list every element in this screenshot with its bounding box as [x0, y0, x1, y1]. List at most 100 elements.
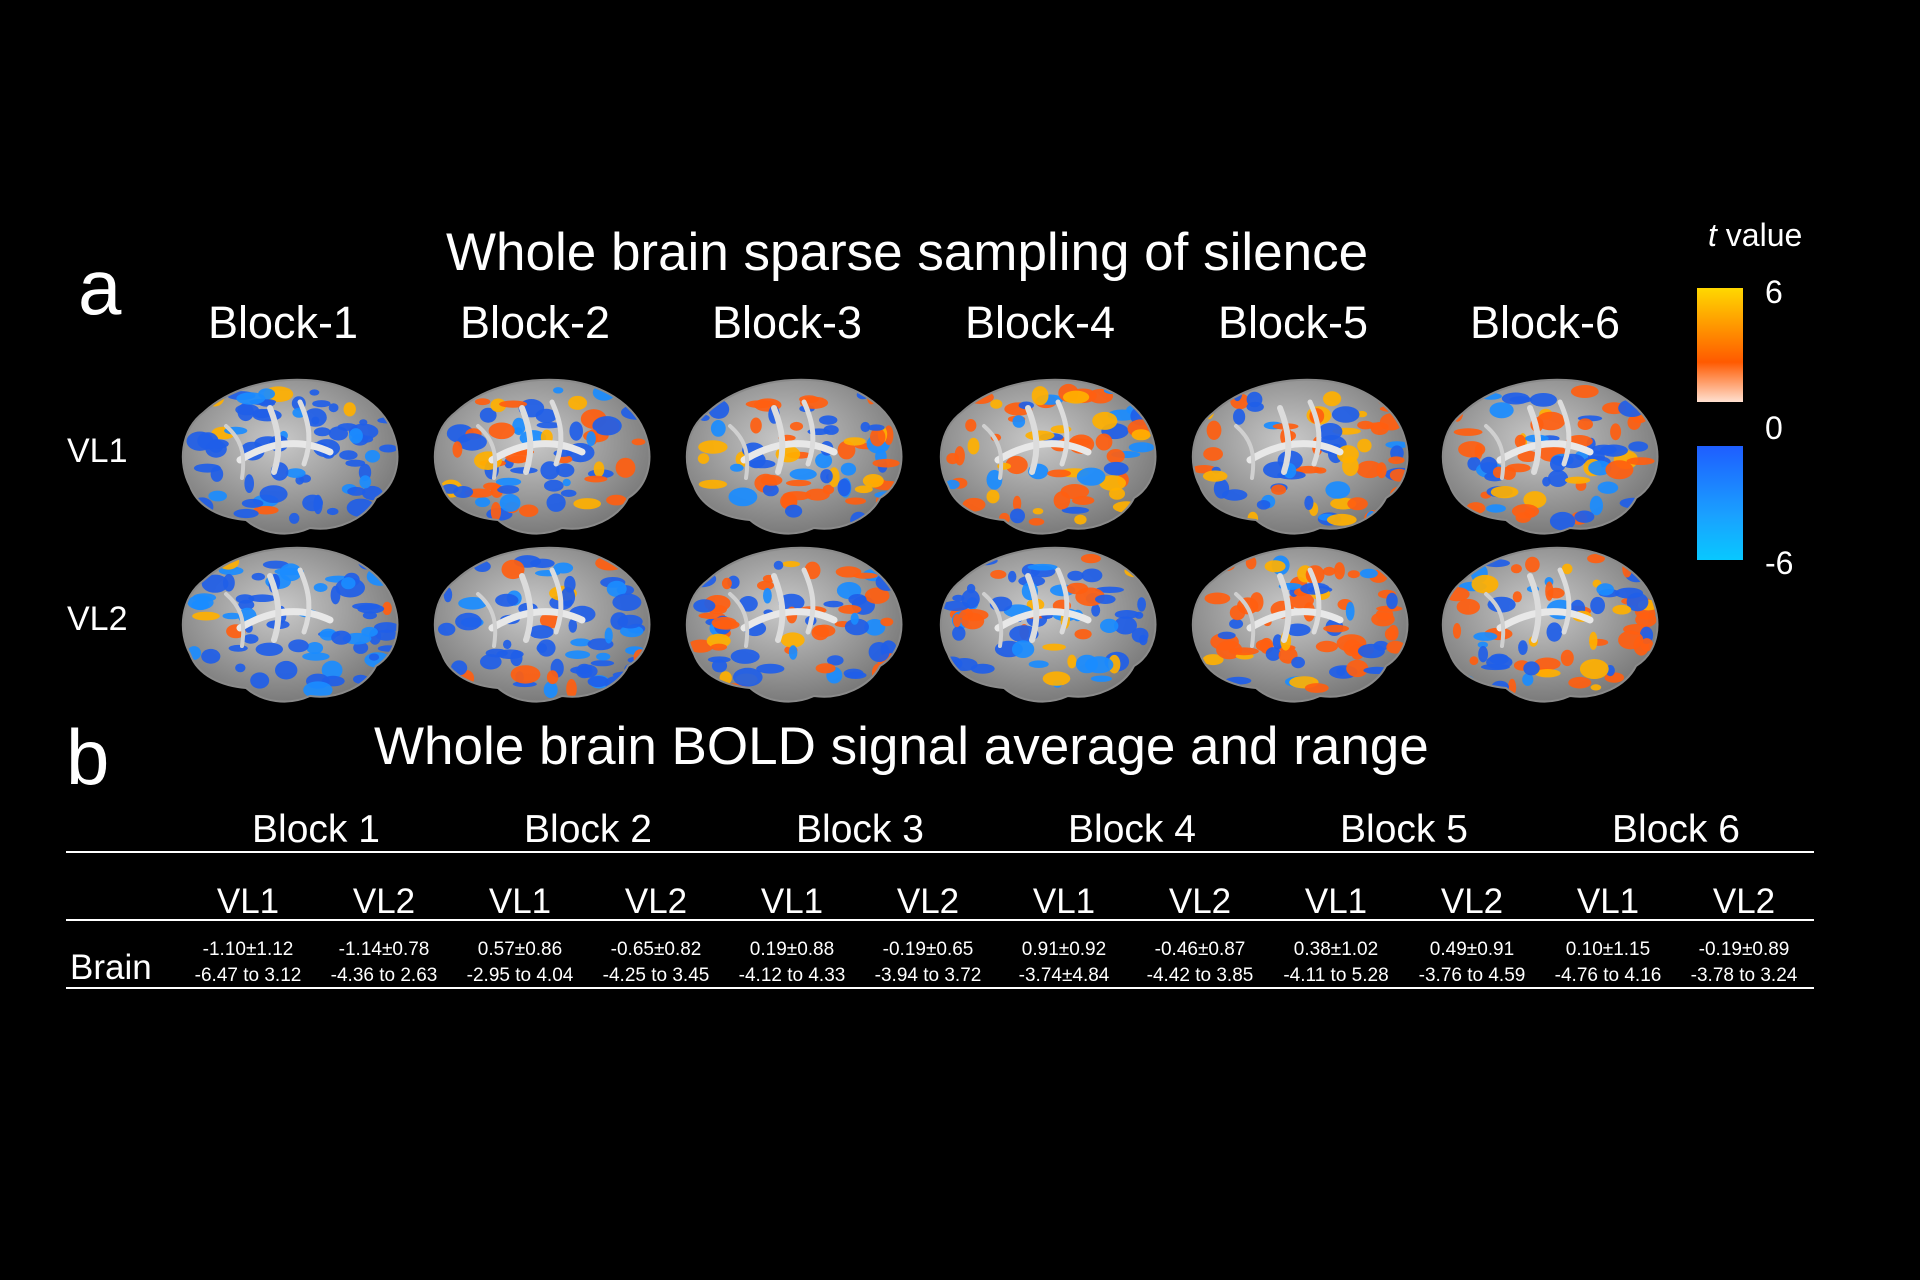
table-subheader-vl1-7: VL1 — [1032, 882, 1096, 921]
cell-range: -3.94 to 3.72 — [874, 965, 982, 986]
cell-mean: 0.19±0.88 — [749, 939, 835, 960]
table-subheader-vl2-6: VL2 — [896, 882, 960, 921]
brain-surface-icon — [433, 546, 651, 703]
brain-surface-icon — [939, 546, 1157, 703]
brain-surface-icon — [1441, 546, 1659, 703]
block-label-5: Block-5 — [1217, 297, 1369, 348]
table-subheader-vl1-1: VL1 — [216, 882, 280, 921]
brain-map-vl1-block-4 — [928, 368, 1160, 538]
table-cell: 0.38±1.02 -4.11 to 5.28 — [1268, 937, 1404, 989]
block-label-2: Block-2 — [459, 297, 611, 348]
brain-surface-icon — [433, 378, 651, 535]
cell-mean: -0.19±0.89 — [1698, 939, 1790, 960]
cell-range: -4.42 to 3.85 — [1146, 965, 1254, 986]
table-rule-top — [66, 851, 1814, 853]
cell-mean: 0.57±0.86 — [477, 939, 563, 960]
brain-map-vl2-block-1 — [170, 536, 402, 706]
brain-surface-icon — [1441, 378, 1659, 535]
block-label-4: Block-4 — [964, 297, 1116, 348]
block-label-6: Block-6 — [1469, 297, 1621, 348]
cell-range: -2.95 to 4.04 — [466, 965, 574, 986]
brain-map-vl1-block-3 — [674, 368, 906, 538]
table-cell: -1.14±0.78 -4.36 to 2.63 — [316, 937, 452, 989]
cell-range: -4.76 to 4.16 — [1554, 965, 1662, 986]
table-subheader-vl1-3: VL1 — [488, 882, 552, 921]
cell-range: -4.12 to 4.33 — [738, 965, 846, 986]
cell-mean: -1.10±1.12 — [202, 939, 294, 960]
colorbar-positive-scale — [1697, 288, 1743, 402]
brain-surface-icon — [939, 378, 1157, 535]
panel-a-title: Whole brain sparse sampling of silence — [446, 223, 1369, 282]
table-cell: 0.10±1.15 -4.76 to 4.16 — [1540, 937, 1676, 989]
table-subheader-vl2-8: VL2 — [1168, 882, 1232, 921]
row-label-vl2: VL2 — [67, 600, 128, 638]
block-label-3: Block-3 — [711, 297, 863, 348]
table-subheader-vl1-5: VL1 — [760, 882, 824, 921]
table-rule-bottom — [66, 987, 1814, 989]
cell-mean: 0.91±0.92 — [1021, 939, 1107, 960]
table-cell: -0.19±0.65 -3.94 to 3.72 — [860, 937, 996, 989]
cell-mean: 0.10±1.15 — [1565, 939, 1651, 960]
panel-letter-b: b — [66, 713, 110, 801]
cell-mean: 0.38±1.02 — [1293, 939, 1379, 960]
colorbar-negative-scale — [1697, 446, 1743, 560]
table-cell: 0.91±0.92 -3.74±4.84 — [996, 937, 1132, 989]
panel-letter-a: a — [78, 243, 122, 331]
table-subheader-vl2-4: VL2 — [624, 882, 688, 921]
brain-map-vl1-block-6 — [1430, 368, 1662, 538]
row-label-vl1: VL1 — [67, 432, 128, 470]
cell-mean: -0.46±0.87 — [1154, 939, 1246, 960]
table-block-header-1: Block 1 — [252, 808, 380, 851]
cell-mean: -0.65±0.82 — [610, 939, 702, 960]
brain-map-vl2-block-6 — [1430, 536, 1662, 706]
brain-map-vl1-block-1 — [170, 368, 402, 538]
table-rule-middle — [66, 919, 1814, 921]
brain-map-vl1-block-5 — [1180, 368, 1412, 538]
cell-range: -3.74±4.84 — [1018, 965, 1110, 986]
brain-map-vl2-block-2 — [422, 536, 654, 706]
table-block-header-2: Block 2 — [524, 808, 652, 851]
cell-range: -6.47 to 3.12 — [194, 965, 302, 986]
cell-mean: 0.49±0.91 — [1429, 939, 1515, 960]
table-cell: 0.49±0.91 -3.76 to 4.59 — [1404, 937, 1540, 989]
table-block-header-6: Block 6 — [1612, 808, 1740, 851]
brain-map-vl1-block-2 — [422, 368, 654, 538]
brain-surface-icon — [181, 546, 399, 703]
table-block-header-3: Block 3 — [796, 808, 924, 851]
table-cell: 0.19±0.88 -4.12 to 4.33 — [724, 937, 860, 989]
colorbar-title: t value — [1708, 217, 1803, 253]
table-block-header-4: Block 4 — [1068, 808, 1196, 851]
table-cell: -0.65±0.82 -4.25 to 3.45 — [588, 937, 724, 989]
cell-range: -3.76 to 4.59 — [1418, 965, 1526, 986]
cell-range: -4.36 to 2.63 — [330, 965, 438, 986]
table-cell: 0.57±0.86 -2.95 to 4.04 — [452, 937, 588, 989]
brain-map-vl2-block-4 — [928, 536, 1160, 706]
table-subheader-vl2-10: VL2 — [1440, 882, 1504, 921]
cell-mean: -1.14±0.78 — [338, 939, 430, 960]
table-subheader-vl1-9: VL1 — [1304, 882, 1368, 921]
table-row-label-brain: Brain — [70, 948, 152, 987]
brain-map-vl2-block-5 — [1180, 536, 1412, 706]
table-subheader-vl2-12: VL2 — [1712, 882, 1776, 921]
brain-surface-icon — [685, 378, 903, 535]
colorbar-tick-6: 6 — [1765, 274, 1783, 310]
table-subheader-vl1-11: VL1 — [1576, 882, 1640, 921]
brain-surface-icon — [1191, 378, 1409, 535]
brain-map-vl2-block-3 — [674, 536, 906, 706]
cell-range: -4.11 to 5.28 — [1283, 965, 1389, 986]
panel-b-title: Whole brain BOLD signal average and rang… — [374, 717, 1429, 776]
table-cell: -0.19±0.89 -3.78 to 3.24 — [1676, 937, 1812, 989]
colorbar-tick-0: 0 — [1765, 410, 1783, 446]
colorbar-tick-minus6: -6 — [1765, 545, 1794, 581]
cell-range: -3.78 to 3.24 — [1690, 965, 1798, 986]
block-label-1: Block-1 — [207, 297, 359, 348]
cell-mean: -0.19±0.65 — [882, 939, 974, 960]
brain-surface-icon — [1191, 546, 1409, 703]
brain-surface-icon — [685, 546, 903, 703]
cell-range: -4.25 to 3.45 — [602, 965, 710, 986]
table-cell: -0.46±0.87 -4.42 to 3.85 — [1132, 937, 1268, 989]
brain-surface-icon — [181, 378, 399, 535]
table-subheader-vl2-2: VL2 — [352, 882, 416, 921]
table-cell: -1.10±1.12 -6.47 to 3.12 — [180, 937, 316, 989]
table-block-header-5: Block 5 — [1340, 808, 1468, 851]
